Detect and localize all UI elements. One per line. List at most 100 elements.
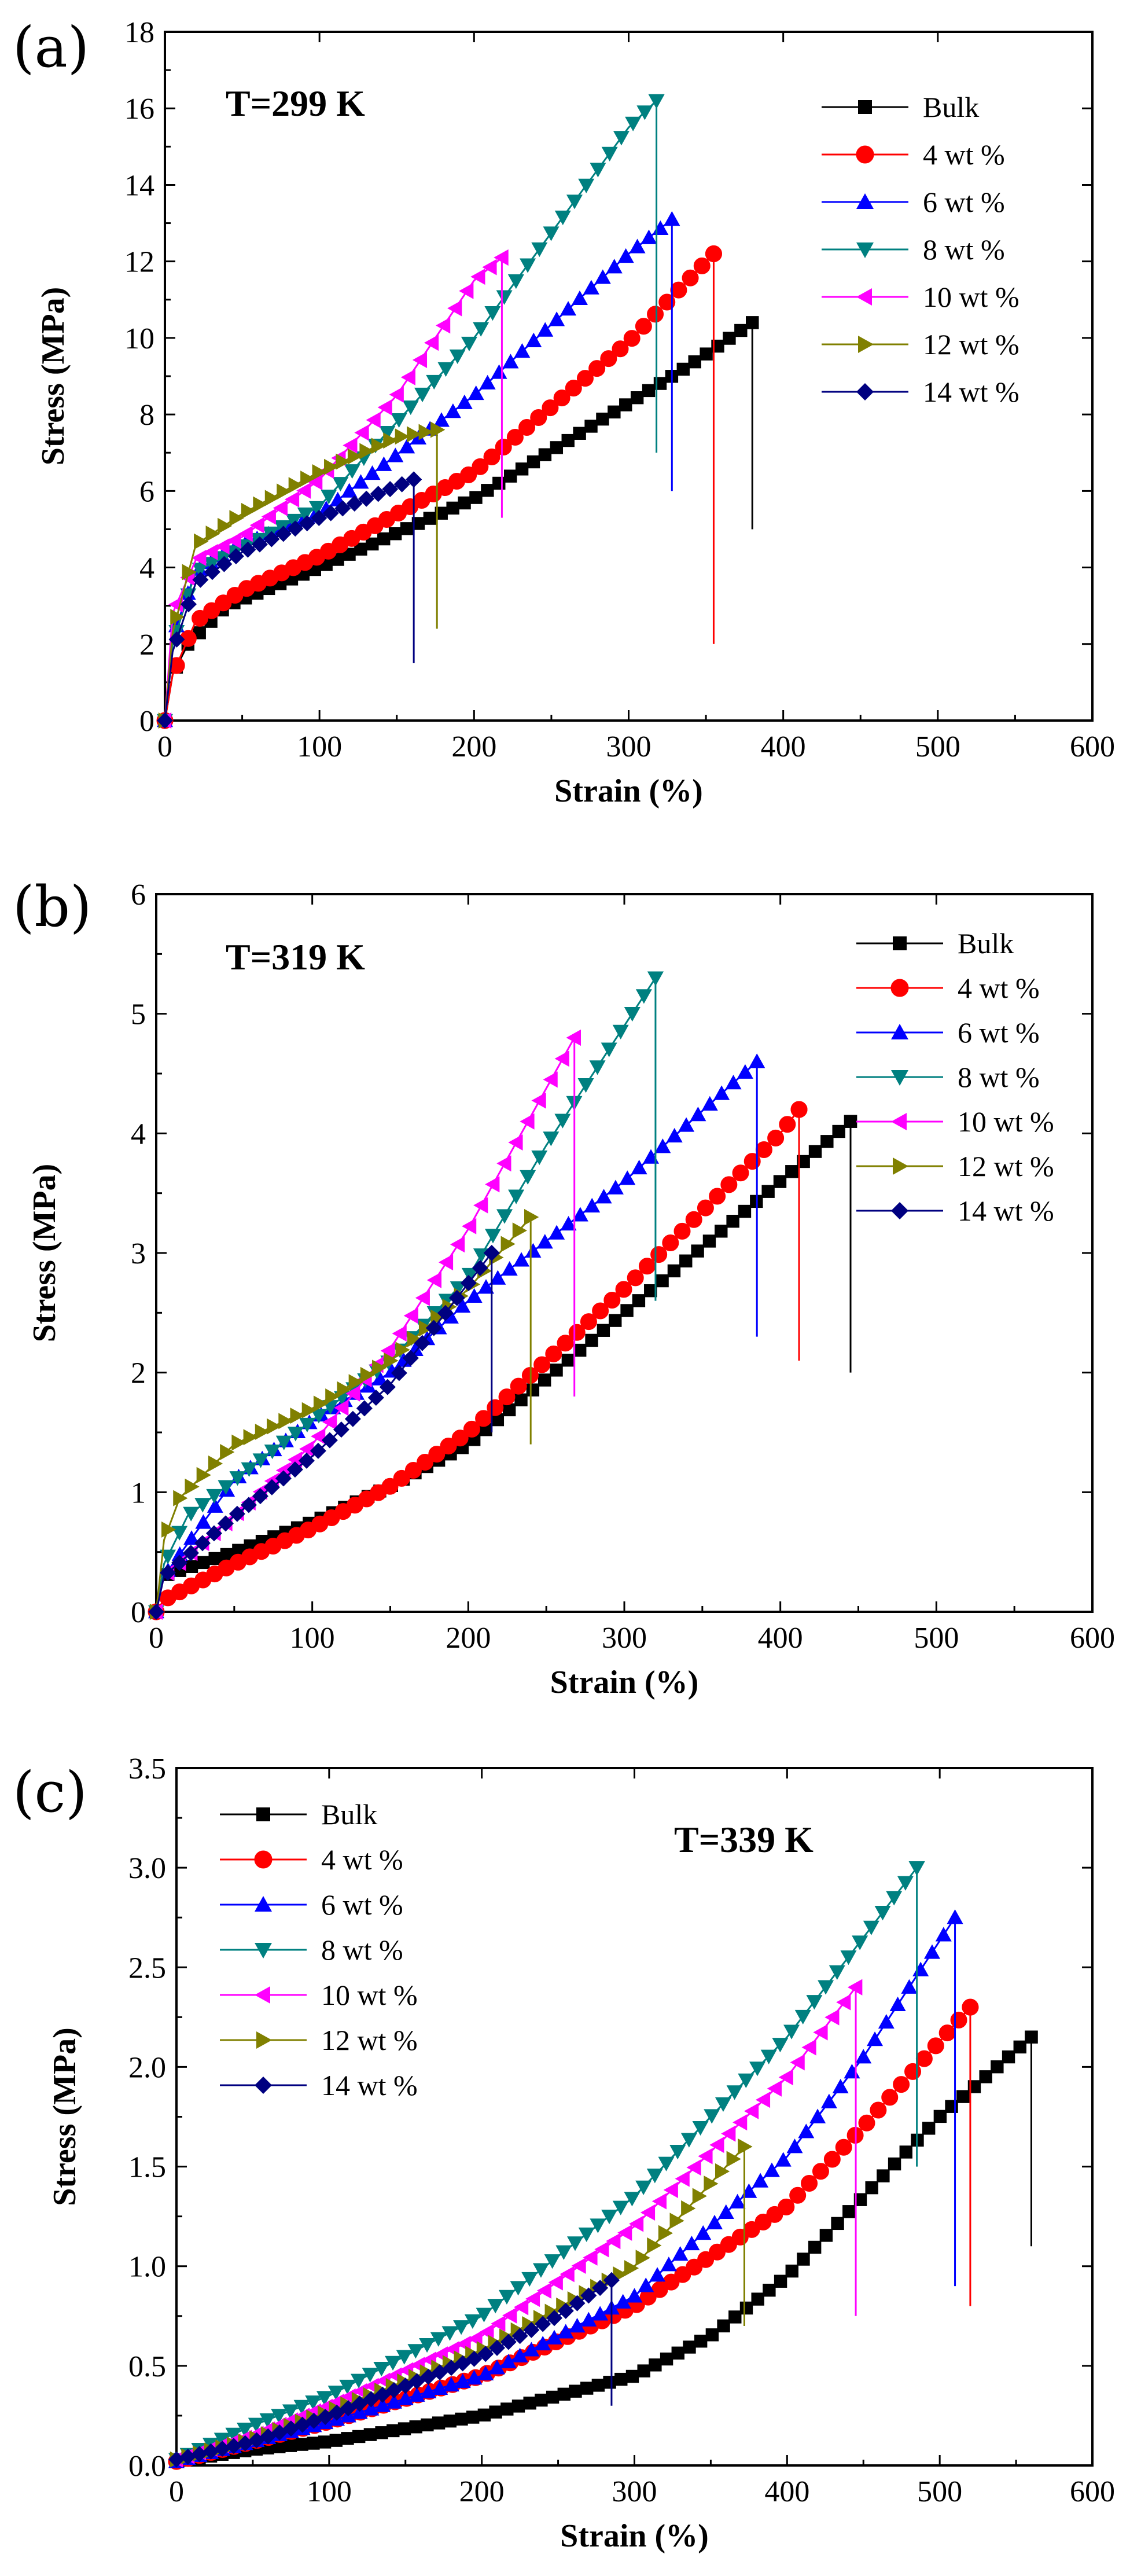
series-point xyxy=(208,1552,222,1566)
series-point xyxy=(395,1342,410,1358)
series-point xyxy=(206,1489,223,1504)
series-point xyxy=(255,1423,270,1440)
series-point xyxy=(346,495,363,512)
series-point xyxy=(407,1331,422,1347)
series-point xyxy=(218,517,233,534)
series-point xyxy=(685,1211,702,1228)
series-point xyxy=(808,1145,822,1158)
series-point xyxy=(240,1497,257,1513)
series-point xyxy=(382,481,399,498)
series-point xyxy=(472,458,489,475)
series-point xyxy=(595,1189,612,1204)
series-point xyxy=(414,387,431,403)
series-point xyxy=(350,2373,367,2388)
series-point xyxy=(498,2290,515,2305)
series-point xyxy=(264,490,279,506)
legend-label: 8 wt % xyxy=(321,1934,403,1966)
series-point xyxy=(709,2137,724,2154)
series-point xyxy=(650,1246,668,1263)
series-point xyxy=(717,2204,734,2219)
series-point xyxy=(399,439,415,454)
series-6wtpct xyxy=(148,1053,765,1619)
series-point xyxy=(487,2299,504,2314)
series-point xyxy=(366,411,381,428)
series-point xyxy=(640,2204,656,2221)
series-point xyxy=(489,2405,502,2419)
series-point xyxy=(832,2078,849,2094)
series-point xyxy=(649,2267,666,2282)
series-point xyxy=(483,448,500,465)
series-point xyxy=(437,362,454,377)
series-point xyxy=(520,1170,536,1185)
series-point xyxy=(204,564,220,580)
x-tick-label: 100 xyxy=(297,730,342,763)
series-point xyxy=(557,2387,570,2401)
series-point xyxy=(609,1314,622,1327)
legend-label: 10 wt % xyxy=(321,1979,418,2011)
series-point xyxy=(511,2399,525,2413)
series-point xyxy=(447,300,462,317)
series-point xyxy=(535,2393,548,2407)
series-point xyxy=(366,537,379,551)
series-point xyxy=(636,105,653,120)
series-point xyxy=(514,343,531,358)
series-point xyxy=(591,2379,605,2392)
series-point xyxy=(485,1176,500,1193)
series-point xyxy=(273,499,288,516)
series-point xyxy=(344,464,360,479)
series-point xyxy=(392,1325,407,1342)
series-point xyxy=(950,2011,967,2029)
series-point xyxy=(723,332,736,345)
series-point xyxy=(709,1188,726,1205)
series-point xyxy=(240,541,256,558)
series-point xyxy=(436,317,451,334)
x-tick-label: 0 xyxy=(149,1622,164,1655)
legend-label: 12 wt % xyxy=(958,1150,1054,1182)
series-point xyxy=(704,2109,720,2124)
series-point xyxy=(491,2316,506,2332)
series-point xyxy=(241,1462,257,1477)
series-point xyxy=(523,2342,540,2357)
series-point xyxy=(194,533,209,550)
y-tick-label: 2 xyxy=(139,629,154,662)
series-point xyxy=(635,2180,652,2195)
series-Bulk xyxy=(149,1115,857,1619)
series-6wtpct xyxy=(168,1909,963,2468)
series-point xyxy=(619,398,632,411)
series-point xyxy=(300,471,315,487)
series-point xyxy=(440,1438,457,1455)
series-point xyxy=(284,491,300,508)
legend-marker xyxy=(254,1850,273,1869)
legend-label: 4 wt % xyxy=(958,972,1040,1004)
series-point xyxy=(844,2064,860,2079)
series-point xyxy=(450,1236,465,1253)
series-point xyxy=(785,2264,798,2278)
series-point xyxy=(520,258,536,273)
series-point xyxy=(443,2415,457,2428)
series-point xyxy=(526,1383,540,1397)
series-point xyxy=(783,2024,800,2040)
series-point xyxy=(538,1373,551,1387)
series-point xyxy=(322,505,339,521)
series-point xyxy=(670,281,687,299)
series-point xyxy=(624,2192,641,2207)
series-point xyxy=(423,512,437,525)
series-point xyxy=(510,2281,527,2296)
series-point xyxy=(725,1075,742,1090)
series-point xyxy=(726,2151,741,2167)
series-point xyxy=(275,526,292,542)
series-point xyxy=(354,424,369,441)
series-point xyxy=(627,1269,644,1287)
series-point xyxy=(658,2225,673,2241)
series-point xyxy=(538,448,552,461)
series-point xyxy=(663,2182,678,2199)
series-point xyxy=(327,2386,344,2401)
y-tick-label: 3.5 xyxy=(128,1752,166,1785)
series-line xyxy=(176,1917,956,2463)
series-point xyxy=(215,594,232,612)
series-point xyxy=(561,433,575,447)
series-point xyxy=(171,1526,188,1541)
legend-marker xyxy=(893,1157,908,1175)
series-point xyxy=(751,2292,764,2306)
series-point xyxy=(203,2443,219,2460)
